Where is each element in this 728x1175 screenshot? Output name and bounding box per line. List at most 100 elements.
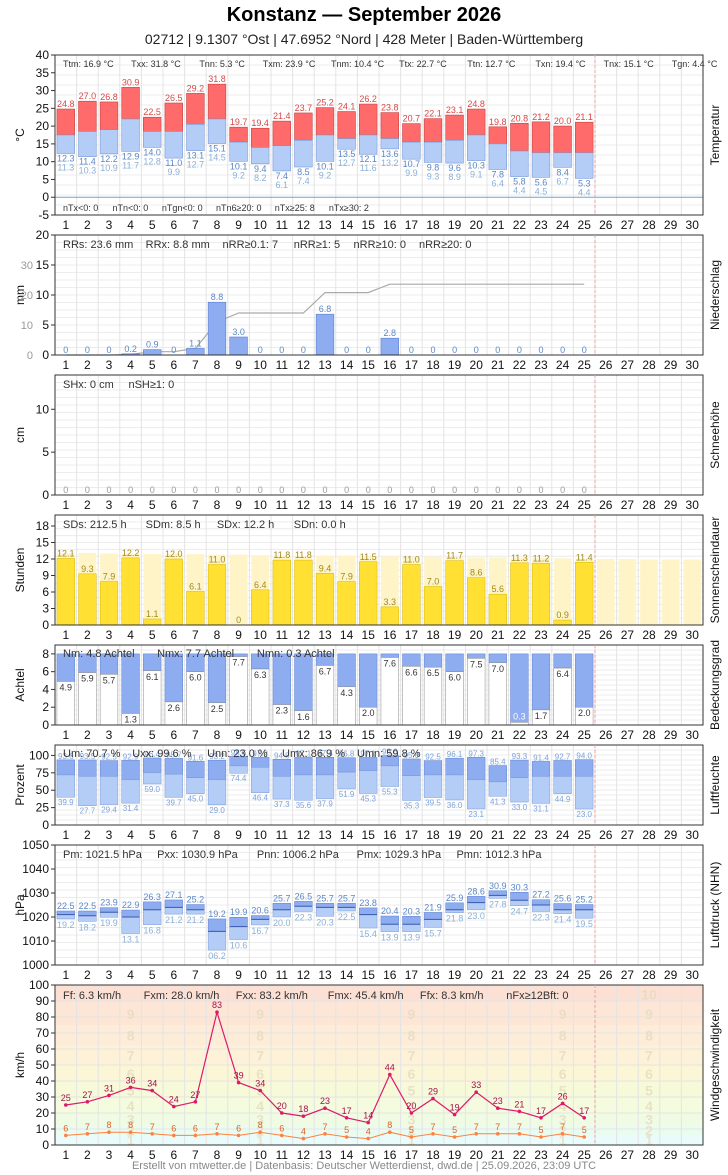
stat-label: Fxx: 83.2 km/h (236, 990, 308, 1002)
x-tick-label: 8 (214, 1148, 221, 1162)
umin-label: 31.4 (123, 804, 139, 813)
precip-bar (380, 337, 399, 356)
sun-bar (337, 581, 356, 626)
sun-bar (56, 558, 75, 626)
umax-label: 91.6 (188, 753, 204, 762)
beaufort-label: 4 (408, 1098, 416, 1114)
x-tick-label: 12 (297, 218, 311, 232)
wind-value-label: 7 (517, 1122, 522, 1132)
humidity-upper-bar (531, 761, 551, 777)
x-tick-label: 8 (214, 358, 221, 372)
sum-axis-label: 0 (27, 350, 33, 362)
pmax-label: 25.9 (446, 893, 464, 903)
plot-frame (54, 984, 704, 1146)
wind-point (85, 1132, 90, 1136)
sun-label: 11.5 (360, 552, 377, 562)
y-tick-label: 0 (42, 1138, 49, 1152)
x-tick-label: 22 (513, 358, 527, 372)
x-tick-label: 11 (276, 1148, 289, 1162)
x-tick-label: 19 (448, 728, 462, 742)
y-tick-label: -5 (38, 208, 49, 222)
pmin-label: 24.7 (511, 907, 529, 917)
y-tick-label: 6 (42, 585, 49, 599)
cloud-label: 6.5 (427, 668, 440, 678)
plot-frame (54, 374, 704, 496)
pressure-upper-bar (467, 896, 486, 903)
x-tick-label: 26 (599, 968, 613, 982)
pmax-label: 19.2 (208, 909, 226, 919)
cloud-label: 7.7 (232, 658, 245, 668)
wind-value-label: 29 (428, 1087, 438, 1097)
cloud-label: 6.0 (448, 673, 461, 683)
y-tick-label: 0 (42, 348, 49, 362)
sun-label: 11.4 (576, 552, 593, 562)
beaufort-label: 6 (256, 1066, 264, 1082)
precip-label: 8.8 (211, 292, 224, 302)
x-tick-label: 5 (149, 1148, 156, 1162)
x-tick-label: 17 (405, 358, 419, 372)
x-tick-label: 21 (491, 1148, 505, 1162)
x-tick-label: 2 (84, 628, 91, 642)
x-tick-label: 29 (664, 628, 678, 642)
x-tick-label: 2 (84, 728, 91, 742)
wind-value-label: 31 (104, 1083, 114, 1093)
wind-point (366, 1120, 371, 1125)
pmax-label: 20.6 (251, 906, 269, 916)
tmin-label: 8.5 (297, 167, 310, 177)
x-tick-label: 4 (127, 728, 134, 742)
temp-min-bar (99, 129, 119, 155)
humidity-lower-bar (531, 776, 551, 804)
umax-label: 93.6 (58, 752, 74, 761)
y-tick-label: 5 (42, 445, 49, 459)
precip-label: 3.0 (232, 327, 245, 337)
stat-label: Nm: 4.8 Achtel (63, 648, 135, 660)
x-tick-label: 24 (556, 968, 570, 982)
wind-point (431, 1096, 435, 1101)
stat-label: Ttn: 12.7 °C (467, 59, 516, 69)
wind-value-label: 44 (385, 1063, 395, 1073)
x-tick-label: 16 (383, 968, 397, 982)
wind-point (172, 1104, 176, 1109)
x-tick-label: 2 (84, 1148, 91, 1162)
sun-label: 0.9 (556, 610, 569, 620)
sun-bar (402, 564, 421, 626)
x-tick-label: 29 (664, 218, 678, 232)
umax-label: 93.2 (209, 752, 225, 761)
stat-label: nRR≥20: 0 (419, 239, 472, 251)
y-tick-label: 30 (36, 1090, 50, 1104)
tmin-label: 13.1 (187, 151, 205, 161)
wind-value-label: 7 (560, 1122, 565, 1132)
y-tick-label: 50 (36, 783, 50, 797)
beaufort-label: 9 (256, 1006, 264, 1022)
umax-label: 94.5 (274, 751, 290, 760)
x-tick-label: 3 (106, 828, 113, 842)
pmin-label: 27.8 (489, 899, 507, 909)
y-tick-label: 1010 (22, 934, 49, 948)
humidity-lower-bar (229, 765, 248, 774)
umax-label: 93.3 (512, 752, 528, 761)
y-axis-title: Achtel (13, 668, 27, 701)
wind-point (236, 1133, 241, 1138)
temp-max-bar (78, 100, 97, 132)
x-tick-label: 1 (62, 628, 69, 642)
cloud-bar (467, 653, 486, 659)
humidity-lower-bar (402, 775, 421, 801)
wind-value-label: 39 (234, 1071, 244, 1081)
sun-bar (359, 561, 378, 626)
x-tick-label: 22 (513, 728, 527, 742)
humidity-upper-bar (121, 760, 140, 781)
x-tick-label: 17 (405, 728, 419, 742)
temp-min-bar (164, 131, 183, 159)
tmax-label: 30.9 (122, 77, 140, 87)
x-tick-label: 4 (127, 828, 134, 842)
precip-bar (229, 336, 248, 356)
wind-value-label: 20 (406, 1101, 416, 1111)
x-tick-label: 15 (362, 1148, 376, 1162)
humidity-lower-bar (186, 777, 205, 794)
x-tick-label: 15 (362, 498, 376, 512)
wind-value-label: 8 (258, 1120, 263, 1130)
y-tick-label: 9 (42, 569, 49, 583)
wind-point (323, 1132, 327, 1136)
